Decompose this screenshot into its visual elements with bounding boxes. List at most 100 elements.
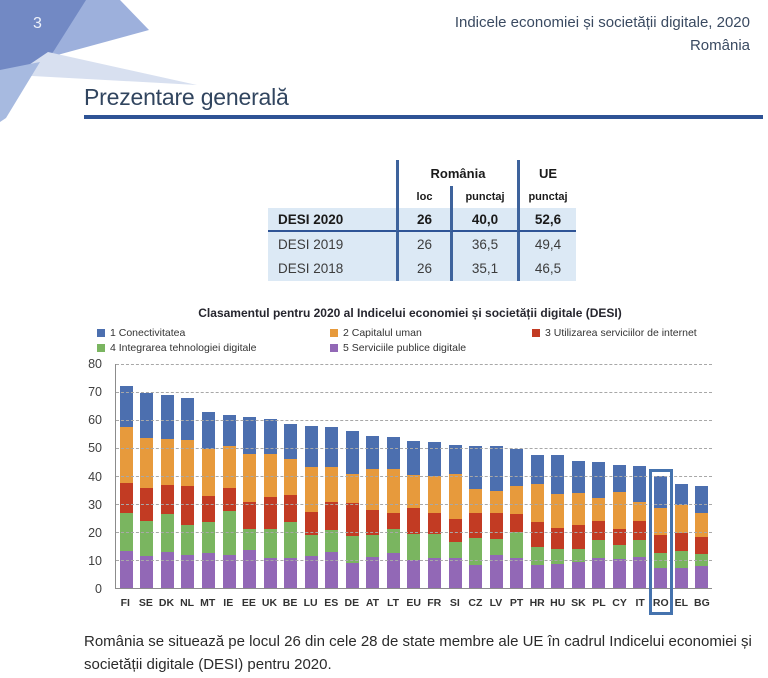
bar-segment xyxy=(427,476,441,513)
x-axis-label-hu: HU xyxy=(550,597,566,609)
bar-segment xyxy=(407,560,421,588)
document-header: Indicele economiei și societății digital… xyxy=(455,11,750,58)
bar-slot-uk xyxy=(260,364,281,588)
bar-segment xyxy=(119,385,133,428)
stacked-bar-pt xyxy=(510,364,524,588)
x-axis-label-sk: SK xyxy=(571,597,586,609)
summary-paragraph: România se situează pe locul 26 din cele… xyxy=(84,633,752,673)
bar-segment xyxy=(612,491,626,529)
bar-segment xyxy=(325,551,339,588)
bar-segment xyxy=(345,503,359,536)
bar-segment xyxy=(119,512,133,551)
bar-segment xyxy=(469,513,483,538)
bar-segment xyxy=(119,482,133,513)
bar-segment xyxy=(386,512,400,530)
x-axis-label-es: ES xyxy=(324,597,339,609)
legend-label: 2 Capitalul uman xyxy=(343,327,422,339)
bar-slot-cy xyxy=(609,364,630,588)
bar-segment xyxy=(448,444,462,475)
stacked-bar-fr xyxy=(427,364,441,588)
y-axis-tick-label: 70 xyxy=(88,385,102,400)
bar-slot-de xyxy=(342,364,363,588)
bar-segment xyxy=(160,439,174,485)
bar-slot-pt xyxy=(506,364,527,588)
x-axis-label-uk: UK xyxy=(261,597,278,609)
gridline xyxy=(116,532,712,533)
bar-segment xyxy=(201,412,215,450)
bar-segment xyxy=(530,546,544,566)
section-title-rule xyxy=(84,115,763,119)
bar-segment xyxy=(263,418,277,454)
table-cell-ue-punctaj: 52,6 xyxy=(517,208,576,232)
bar-segment xyxy=(284,495,298,523)
bar-segment xyxy=(325,466,339,503)
bar-segment xyxy=(695,486,709,513)
gridline xyxy=(116,448,712,449)
bar-segment xyxy=(653,508,667,535)
y-axis-tick-label: 10 xyxy=(88,553,102,568)
bar-segment xyxy=(612,558,626,588)
stacked-bar-cy xyxy=(612,364,626,588)
bar-segment xyxy=(551,564,565,588)
bar-segment xyxy=(427,441,441,477)
bar-segment xyxy=(263,453,277,498)
x-axis-label-pt: PT xyxy=(509,597,524,609)
bar-slot-sk xyxy=(568,364,589,588)
x-axis-label-dk: DK xyxy=(158,597,175,609)
x-axis-label-se: SE xyxy=(138,597,153,609)
bar-segment xyxy=(243,528,257,551)
x-axis-label-bg: BG xyxy=(694,597,710,609)
chart-x-labels: FI SE DK NL MT IE EE UK BE LU ES DE AT LT EU FR SI CZ LV PT… xyxy=(115,597,712,609)
table-subheader-loc: loc xyxy=(396,186,450,208)
bar-segment xyxy=(201,449,215,496)
bar-segment xyxy=(633,556,647,588)
x-axis-label-de: DE xyxy=(344,597,360,609)
stacked-bar-de xyxy=(345,364,359,588)
bar-segment xyxy=(571,548,585,563)
bar-segment xyxy=(345,430,359,474)
bar-segment xyxy=(345,473,359,504)
x-axis-label-cz: CZ xyxy=(468,597,483,609)
bar-segment xyxy=(325,502,339,531)
bar-segment xyxy=(243,501,257,529)
bar-segment xyxy=(530,565,544,588)
bar-segment xyxy=(653,568,667,588)
y-axis-tick-label: 30 xyxy=(88,497,102,512)
bar-segment xyxy=(592,540,606,559)
bar-segment xyxy=(386,468,400,513)
bar-segment xyxy=(243,453,257,502)
bar-segment xyxy=(674,551,688,568)
legend-item: 1 Conectivitatea xyxy=(97,327,330,339)
x-axis-label-ee: EE xyxy=(241,597,256,609)
bar-slot-cz xyxy=(465,364,486,588)
bar-slot-ee xyxy=(239,364,260,588)
bar-segment xyxy=(366,436,380,470)
bar-segment xyxy=(386,529,400,554)
bar-segment xyxy=(695,512,709,538)
table-cell-punctaj: 35,1 xyxy=(450,256,517,281)
x-axis-label-fi: FI xyxy=(120,597,130,609)
bar-segment xyxy=(571,492,585,525)
x-axis-label-lt: LT xyxy=(386,597,400,609)
table-header-ue: UE xyxy=(517,160,576,186)
table-row-label: DESI 2020 xyxy=(268,208,396,232)
bar-segment xyxy=(592,498,606,522)
table-cell-loc: 26 xyxy=(396,256,450,281)
bar-segment xyxy=(304,511,318,536)
x-axis-label-ro: RO xyxy=(652,597,669,609)
stacked-bar-it xyxy=(633,364,647,588)
stacked-bar-mt xyxy=(201,364,215,588)
legend-item: 2 Capitalul uman xyxy=(330,327,532,339)
bar-segment xyxy=(407,475,421,509)
y-axis-tick-label: 20 xyxy=(88,525,102,540)
bar-segment xyxy=(427,512,441,534)
bar-segment xyxy=(284,423,298,459)
table-empty-cell xyxy=(268,186,396,208)
y-axis-tick-label: 60 xyxy=(88,413,102,428)
bar-segment xyxy=(345,563,359,588)
bar-segment xyxy=(489,446,503,491)
x-axis-label-lu: LU xyxy=(303,597,318,609)
bar-slot-lu xyxy=(301,364,322,588)
bar-segment xyxy=(407,508,421,534)
bar-slot-nl xyxy=(178,364,199,588)
